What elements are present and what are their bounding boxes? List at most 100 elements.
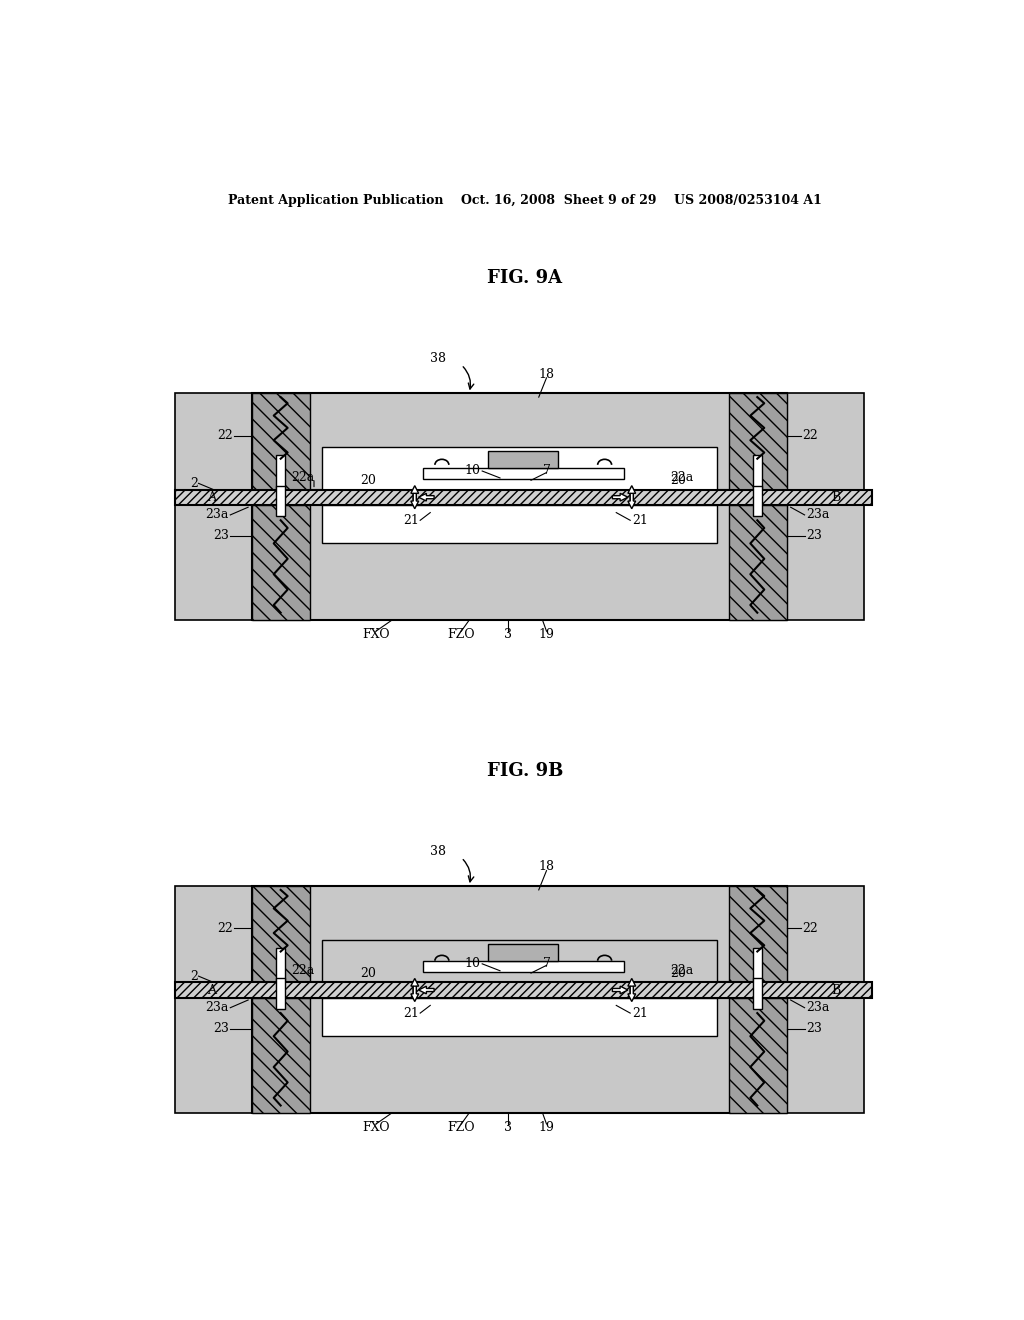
Polygon shape xyxy=(411,494,419,508)
Polygon shape xyxy=(753,994,762,998)
Bar xyxy=(488,944,558,961)
Bar xyxy=(322,447,717,490)
Polygon shape xyxy=(628,494,636,508)
Bar xyxy=(276,948,286,994)
Text: 7: 7 xyxy=(543,957,551,970)
Polygon shape xyxy=(628,978,636,994)
Text: 22: 22 xyxy=(802,429,818,442)
Polygon shape xyxy=(419,986,434,994)
Bar xyxy=(252,506,310,620)
Polygon shape xyxy=(411,986,419,1002)
Bar xyxy=(252,393,310,490)
Text: 22: 22 xyxy=(802,921,818,935)
Text: FZO: FZO xyxy=(447,628,475,640)
Text: B: B xyxy=(831,983,841,997)
Bar xyxy=(729,998,786,1113)
Text: A: A xyxy=(207,983,216,997)
Text: 23a: 23a xyxy=(806,508,829,521)
Bar xyxy=(753,455,762,502)
Polygon shape xyxy=(628,486,636,502)
Text: FZO: FZO xyxy=(447,1121,475,1134)
Bar xyxy=(174,982,872,998)
Text: 23a: 23a xyxy=(806,1001,829,1014)
Bar xyxy=(276,978,286,1010)
Bar xyxy=(252,886,786,982)
Bar xyxy=(174,506,252,620)
Polygon shape xyxy=(411,486,419,502)
Bar xyxy=(786,886,864,982)
Bar xyxy=(322,506,717,544)
Text: 21: 21 xyxy=(632,513,647,527)
Bar xyxy=(252,886,310,982)
Text: 22: 22 xyxy=(217,429,232,442)
Text: FXO: FXO xyxy=(362,1121,390,1134)
Text: B: B xyxy=(831,491,841,504)
Bar xyxy=(729,506,786,620)
Text: 23: 23 xyxy=(213,1022,228,1035)
Text: 18: 18 xyxy=(539,861,555,874)
Bar xyxy=(488,451,558,469)
Text: 23a: 23a xyxy=(206,1001,228,1014)
Bar xyxy=(322,940,717,982)
Text: 21: 21 xyxy=(402,1007,419,1019)
Text: Patent Application Publication    Oct. 16, 2008  Sheet 9 of 29    US 2008/025310: Patent Application Publication Oct. 16, … xyxy=(228,194,821,207)
Bar xyxy=(423,961,624,972)
Polygon shape xyxy=(276,994,286,998)
Text: 20: 20 xyxy=(671,966,686,979)
Text: 23: 23 xyxy=(806,529,822,543)
Bar xyxy=(423,469,624,479)
Polygon shape xyxy=(753,502,762,506)
Bar xyxy=(322,998,717,1036)
Bar xyxy=(276,455,286,502)
Text: 19: 19 xyxy=(539,628,554,640)
Text: 3: 3 xyxy=(504,628,512,640)
Text: 38: 38 xyxy=(430,845,446,858)
Text: 21: 21 xyxy=(402,513,419,527)
Bar xyxy=(786,998,864,1113)
Text: 22a: 22a xyxy=(671,471,693,484)
Text: 19: 19 xyxy=(539,1121,554,1134)
Polygon shape xyxy=(419,494,434,502)
Text: 22a: 22a xyxy=(291,471,314,484)
Polygon shape xyxy=(612,986,628,994)
Bar xyxy=(174,998,252,1113)
Text: 21: 21 xyxy=(632,1007,647,1019)
Bar xyxy=(252,393,786,490)
Bar xyxy=(174,393,252,490)
Polygon shape xyxy=(276,502,286,506)
Text: FIG. 9A: FIG. 9A xyxy=(487,269,562,286)
Bar xyxy=(174,490,872,506)
Polygon shape xyxy=(612,494,628,502)
Text: 10: 10 xyxy=(465,463,480,477)
Bar xyxy=(729,886,786,982)
Text: 20: 20 xyxy=(360,966,376,979)
Text: FXO: FXO xyxy=(362,628,390,640)
Text: 3: 3 xyxy=(504,1121,512,1134)
Bar xyxy=(252,998,310,1113)
Text: 23a: 23a xyxy=(206,508,228,521)
Text: 10: 10 xyxy=(465,957,480,970)
Text: 20: 20 xyxy=(671,474,686,487)
Text: 23: 23 xyxy=(806,1022,822,1035)
Text: A: A xyxy=(207,491,216,504)
Text: 23: 23 xyxy=(213,529,228,543)
Bar xyxy=(252,506,786,620)
Bar xyxy=(252,998,786,1113)
Bar xyxy=(729,393,786,490)
Text: 2: 2 xyxy=(189,970,198,982)
Bar xyxy=(786,393,864,490)
Bar xyxy=(753,948,762,994)
Bar xyxy=(753,978,762,1010)
Bar xyxy=(786,506,864,620)
Text: 20: 20 xyxy=(360,474,376,487)
Polygon shape xyxy=(628,986,636,1002)
Polygon shape xyxy=(411,978,419,994)
Bar xyxy=(174,886,252,982)
Text: 22a: 22a xyxy=(291,964,314,977)
Text: 22a: 22a xyxy=(671,964,693,977)
Text: 2: 2 xyxy=(189,477,198,490)
Text: FIG. 9B: FIG. 9B xyxy=(486,762,563,780)
Bar xyxy=(753,486,762,516)
Text: 18: 18 xyxy=(539,367,555,380)
Text: 38: 38 xyxy=(430,352,446,366)
